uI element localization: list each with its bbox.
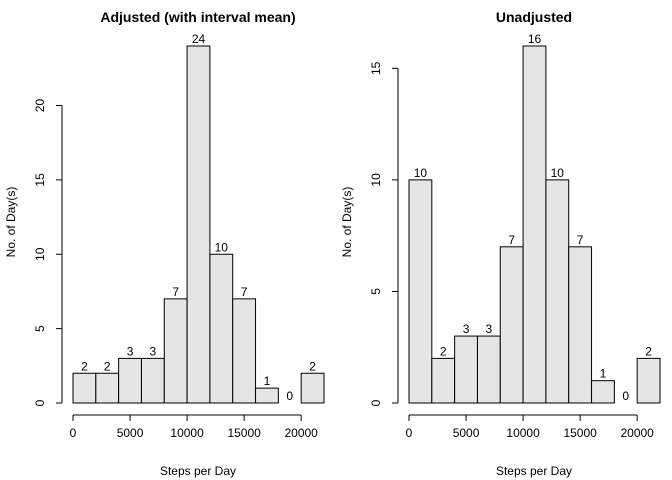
- x-tick-label: 20000: [284, 426, 318, 440]
- histogram-bar: [408, 179, 433, 404]
- histogram-bar: [163, 298, 188, 404]
- histogram-bar: [499, 246, 524, 404]
- histogram-bar: [476, 335, 501, 404]
- x-tick-label: 15000: [563, 426, 597, 440]
- histogram-bar: [591, 380, 615, 404]
- x-tick-label: 0: [406, 426, 413, 440]
- histogram-bar: [636, 357, 661, 404]
- panel-unadjusted: Unadjusted Steps per Day No. of Day(s) 1…: [340, 9, 661, 478]
- y-tick-label: 5: [369, 288, 383, 295]
- chart-title: Unadjusted: [496, 9, 572, 25]
- histogram-bar: [209, 253, 234, 404]
- bar-data-label: 10: [414, 166, 428, 180]
- x-tick-label: 5000: [453, 426, 480, 440]
- histogram-bar: [186, 45, 211, 404]
- histogram-bar: [232, 298, 257, 404]
- bar-data-label: 0: [286, 389, 293, 403]
- y-tick-label: 20: [33, 99, 47, 113]
- x-tick-label: 10000: [506, 426, 540, 440]
- bar-data-label: 2: [81, 359, 88, 373]
- x-axis: 0 5000 10000 15000 20000: [70, 414, 318, 440]
- bar-data-label: 2: [309, 359, 316, 373]
- x-tick-label: 0: [70, 426, 77, 440]
- histogram-bar: [300, 372, 325, 404]
- bars: [72, 45, 325, 404]
- y-tick-label: 15: [369, 61, 383, 75]
- histogram-bar: [255, 387, 279, 404]
- bar-data-label: 10: [551, 166, 565, 180]
- histogram-bar: [522, 45, 547, 404]
- bar-data-label: 7: [241, 285, 248, 299]
- histogram-bar: [431, 357, 456, 404]
- y-tick-label: 10: [369, 173, 383, 187]
- bar-data-label: 10: [215, 240, 229, 254]
- y-axis: 0 5 10 15 20: [33, 99, 63, 406]
- bar-data-label: 3: [463, 322, 470, 336]
- histogram-bar: [95, 372, 120, 404]
- x-tick-label: 15000: [227, 426, 261, 440]
- bar-data-label: 3: [486, 322, 493, 336]
- y-tick-label: 10: [33, 247, 47, 261]
- histogram-bar: [118, 357, 142, 404]
- histogram-bar: [140, 357, 165, 404]
- bar-data-label: 0: [622, 389, 629, 403]
- y-axis-label: No. of Day(s): [340, 187, 354, 258]
- chart-title: Adjusted (with interval mean): [100, 9, 295, 25]
- x-tick-label: 10000: [170, 426, 204, 440]
- y-tick-label: 15: [33, 173, 47, 187]
- x-axis-label: Steps per Day: [496, 464, 572, 478]
- bars: [408, 45, 661, 404]
- bar-data-label: 7: [172, 285, 179, 299]
- y-tick-label: 5: [33, 325, 47, 332]
- bar-data-label: 16: [528, 32, 542, 46]
- bar-data-label: 2: [645, 344, 652, 358]
- x-axis-label: Steps per Day: [160, 464, 236, 478]
- histogram-bar: [568, 246, 593, 404]
- x-tick-label: 5000: [117, 426, 144, 440]
- bar-data-label: 1: [264, 374, 271, 388]
- y-axis-label: No. of Day(s): [4, 187, 18, 258]
- y-tick-label: 0: [369, 399, 383, 406]
- bar-data-label: 3: [127, 344, 134, 358]
- bar-data-label: 1: [600, 367, 607, 381]
- bar-data-label: 24: [192, 32, 206, 46]
- histogram-bar: [72, 372, 97, 404]
- histogram-bar: [454, 335, 478, 404]
- y-tick-label: 0: [33, 399, 47, 406]
- bar-data-label: 2: [104, 359, 111, 373]
- bar-data-label: 7: [508, 233, 515, 247]
- y-axis: 0 5 10 15: [369, 61, 399, 406]
- bar-data-label: 7: [577, 233, 584, 247]
- x-axis: 0 5000 10000 15000 20000: [406, 414, 654, 440]
- bar-data-label: 3: [150, 344, 157, 358]
- panel-adjusted: Adjusted (with interval mean) Steps per …: [4, 9, 325, 478]
- histogram-bar: [545, 179, 570, 404]
- bar-data-label: 2: [440, 344, 447, 358]
- x-tick-label: 20000: [620, 426, 654, 440]
